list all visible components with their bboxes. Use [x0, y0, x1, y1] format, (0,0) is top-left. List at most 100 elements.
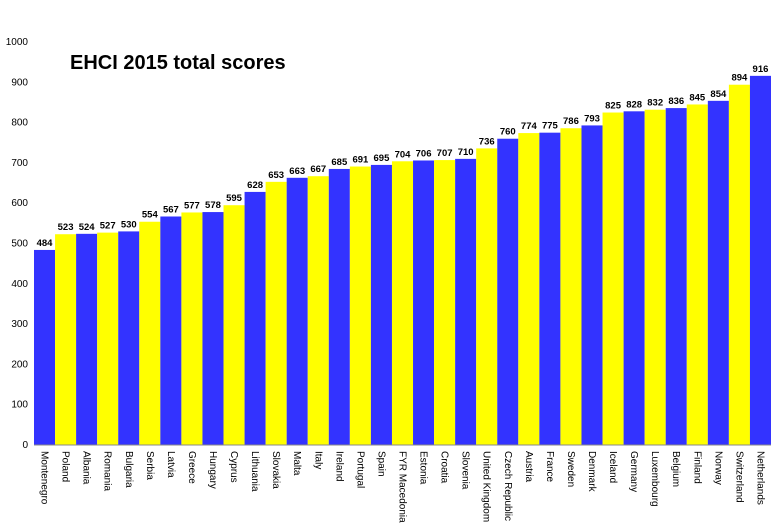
- value-label: 527: [100, 221, 116, 232]
- x-tick-label: Slovenia: [460, 451, 471, 490]
- value-label: 595: [226, 193, 243, 204]
- x-tick-label: Ireland: [333, 451, 344, 482]
- value-label: 710: [458, 147, 474, 158]
- bar: [76, 233, 98, 445]
- y-tick-label: 500: [11, 239, 28, 250]
- x-tick-label: Iceland: [607, 451, 618, 483]
- value-label: 691: [352, 155, 369, 166]
- value-label: 894: [731, 73, 748, 84]
- bar: [391, 161, 414, 445]
- bar: [139, 221, 161, 445]
- value-label: 775: [542, 121, 559, 132]
- bar: [623, 111, 645, 445]
- x-tick-label: Serbia: [144, 451, 155, 480]
- bar: [539, 132, 561, 446]
- x-tick-label: FYR Macedonia: [397, 451, 408, 523]
- x-tick-label: Norway: [712, 451, 723, 485]
- y-tick-label: 0: [22, 440, 28, 451]
- bar: [518, 133, 540, 445]
- bar: [413, 160, 435, 445]
- y-tick-label: 700: [11, 158, 28, 169]
- y-tick-label: 1000: [6, 37, 29, 48]
- x-tick-label: Belgium: [670, 451, 681, 487]
- x-tick-label: Montenegro: [39, 451, 50, 505]
- value-label: 916: [753, 64, 769, 75]
- x-tick-label: Netherlands: [754, 451, 765, 505]
- value-label: 695: [374, 153, 391, 164]
- x-tick-label: Portugal: [354, 451, 365, 488]
- x-tick-label: Germany: [628, 451, 639, 492]
- value-label: 653: [268, 170, 284, 181]
- value-label: 825: [605, 101, 622, 112]
- x-tick-label: Lithuania: [249, 451, 260, 492]
- x-tick-label: Finland: [691, 451, 702, 484]
- x-tick-label: Croatia: [439, 451, 450, 484]
- bar: [560, 128, 582, 445]
- x-tick-label: United Kingdom: [481, 451, 492, 522]
- value-label: 774: [521, 121, 538, 132]
- bar: [455, 158, 477, 445]
- bar: [749, 75, 771, 446]
- bar: [370, 164, 392, 446]
- bar: [244, 191, 266, 445]
- value-label: 736: [479, 136, 495, 147]
- bar: [202, 212, 224, 445]
- value-label: 707: [437, 148, 453, 159]
- bar: [497, 138, 519, 445]
- value-label: 484: [37, 238, 54, 249]
- y-tick-label: 300: [11, 319, 28, 330]
- bar: [602, 112, 624, 446]
- value-label: 524: [79, 222, 96, 233]
- value-label: 836: [668, 96, 684, 107]
- y-tick-label: 400: [11, 279, 28, 290]
- x-tick-label: Spain: [375, 451, 386, 477]
- x-tick-label: Sweden: [565, 451, 576, 487]
- x-tick-label: Switzerland: [733, 451, 744, 503]
- value-label: 832: [647, 98, 663, 109]
- bar: [328, 168, 350, 445]
- x-tick-label: Luxembourg: [649, 451, 660, 507]
- bar: [55, 234, 77, 445]
- x-tick-label: Romania: [102, 451, 113, 491]
- value-label: 706: [416, 148, 432, 159]
- bar: [581, 125, 603, 446]
- bar: [34, 249, 56, 445]
- bar: [686, 104, 708, 445]
- y-tick-label: 600: [11, 198, 28, 209]
- bar: [434, 160, 456, 446]
- bar: [265, 181, 287, 445]
- bar: [644, 109, 666, 445]
- value-label: 577: [184, 200, 200, 211]
- x-tick-label: Greece: [186, 451, 197, 484]
- value-label: 628: [247, 180, 263, 191]
- x-tick-label: France: [544, 451, 555, 483]
- value-label: 685: [331, 157, 348, 168]
- bar: [665, 108, 687, 445]
- y-tick-label: 800: [11, 118, 28, 129]
- value-label: 786: [563, 116, 579, 127]
- bar: [160, 216, 182, 445]
- value-label: 793: [584, 113, 600, 124]
- x-tick-label: Malta: [291, 451, 302, 476]
- x-tick-label: Czech Republic: [502, 451, 513, 521]
- chart-title: EHCI 2015 total scores: [70, 52, 286, 74]
- x-tick-label: Poland: [60, 451, 71, 482]
- y-tick-label: 200: [11, 359, 28, 370]
- value-label: 704: [395, 149, 412, 160]
- bar: [97, 232, 119, 445]
- value-label: 667: [310, 164, 326, 175]
- value-label: 828: [626, 99, 642, 110]
- x-tick-label: Denmark: [586, 451, 597, 493]
- y-tick-label: 100: [11, 400, 28, 411]
- value-label: 578: [205, 200, 221, 211]
- x-tick-label: Albania: [81, 451, 92, 485]
- x-tick-label: Slovakia: [270, 451, 281, 489]
- x-tick-label: Estonia: [418, 451, 429, 485]
- x-tick-label: Bulgaria: [123, 451, 134, 488]
- x-tick-label: Italy: [312, 451, 323, 469]
- bar: [476, 148, 498, 445]
- x-tick-label: Cyprus: [228, 451, 239, 483]
- value-label: 845: [689, 92, 706, 103]
- bar: [286, 177, 308, 445]
